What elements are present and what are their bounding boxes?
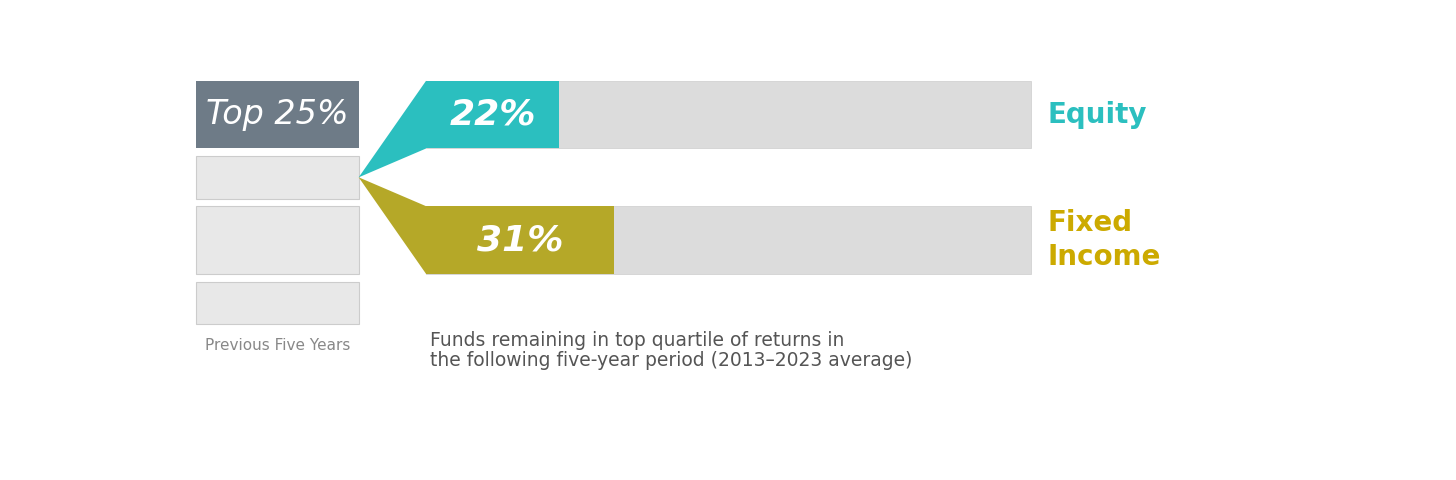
Text: the following five-year period (2013–2023 average): the following five-year period (2013–202… [430,351,913,370]
Polygon shape [358,81,427,177]
Text: Equity: Equity [1048,101,1147,129]
Text: Income: Income [1048,243,1160,271]
FancyBboxPatch shape [197,282,358,324]
Text: Previous Five Years: Previous Five Years [205,338,349,353]
FancyBboxPatch shape [197,206,358,274]
FancyBboxPatch shape [427,81,559,148]
Polygon shape [358,177,427,274]
Text: 22%: 22% [450,97,536,132]
FancyBboxPatch shape [427,81,1031,148]
FancyBboxPatch shape [427,206,1031,274]
Text: 31%: 31% [476,223,563,257]
FancyBboxPatch shape [197,156,358,199]
Text: Top 25%: Top 25% [205,98,348,131]
Text: Fixed: Fixed [1048,209,1133,237]
Text: Funds remaining in top quartile of returns in: Funds remaining in top quartile of retur… [430,331,844,350]
FancyBboxPatch shape [427,206,613,274]
FancyBboxPatch shape [197,81,358,148]
